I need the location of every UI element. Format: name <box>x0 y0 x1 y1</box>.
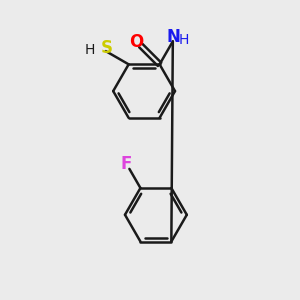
Text: H: H <box>178 33 189 47</box>
Text: O: O <box>129 33 143 51</box>
Text: F: F <box>120 155 131 173</box>
Text: N: N <box>167 28 181 46</box>
Text: H: H <box>84 43 95 57</box>
Text: S: S <box>101 39 113 57</box>
